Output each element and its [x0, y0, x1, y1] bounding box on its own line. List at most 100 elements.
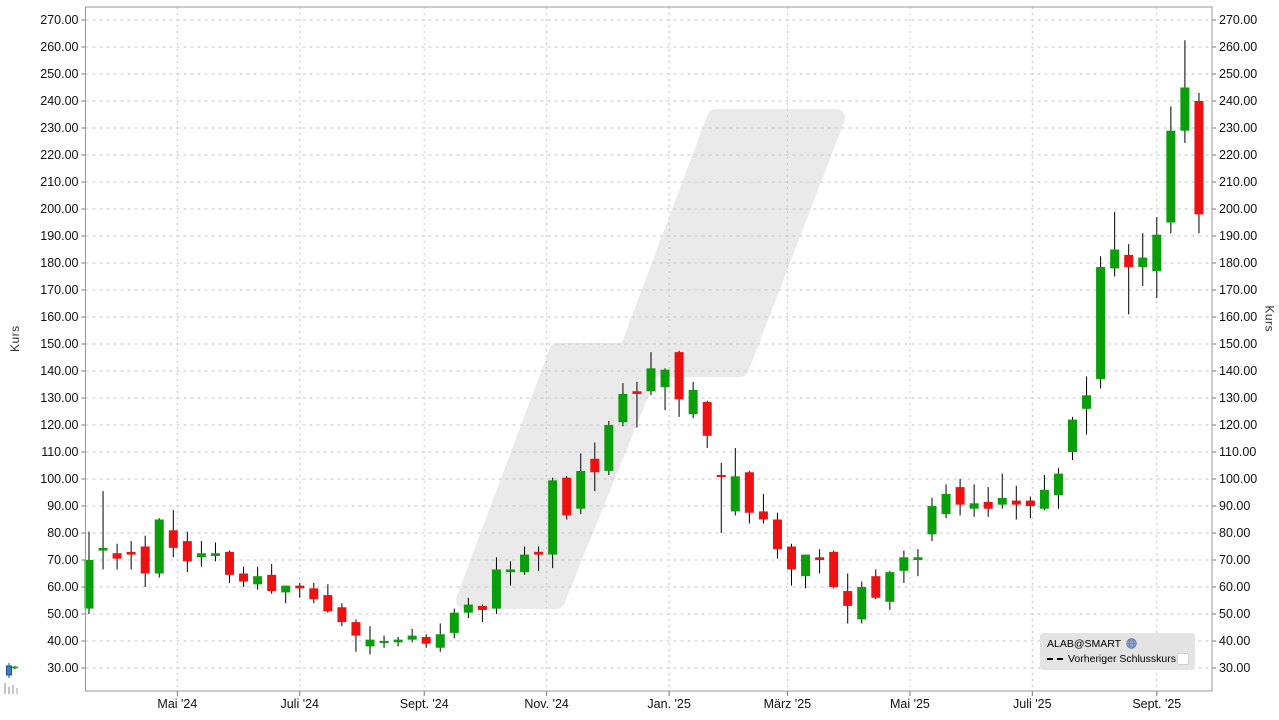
candle-down	[702, 402, 712, 436]
y-axis-label-right: 110.00	[1219, 445, 1256, 459]
candle-down	[239, 573, 249, 582]
y-axis-label-right: 140.00	[1219, 364, 1257, 378]
y-axis-label-right: 130.00	[1219, 391, 1257, 405]
y-axis-label-left: 270.00	[40, 13, 78, 27]
candle-up	[281, 585, 291, 593]
y-axis-label-left: 170.00	[40, 283, 78, 297]
candle-down	[421, 636, 431, 644]
y-axis-label-right: 190.00	[1219, 229, 1257, 243]
candle-up	[98, 547, 108, 551]
y-axis-label-left: 130.00	[40, 391, 78, 405]
candle-up	[506, 569, 515, 573]
candle-down	[477, 605, 487, 610]
y-axis-label-right: 250.00	[1219, 67, 1257, 81]
x-axis-label: Nov. '24	[524, 697, 569, 711]
y-axis-label-right: 40.00	[1219, 634, 1250, 648]
chart-legend: ALAB@SMART Vorheriger Schlusskurs	[1040, 633, 1195, 670]
y-axis-label-left: 100.00	[40, 472, 78, 486]
candle-down	[323, 595, 333, 612]
candle-up	[899, 557, 909, 571]
candle-up	[1039, 489, 1049, 509]
candle-up	[927, 506, 937, 535]
candle-down	[716, 474, 726, 477]
candle-down	[126, 551, 136, 555]
candle-down	[871, 576, 881, 598]
y-axis-label-right: 120.00	[1219, 418, 1257, 432]
candlestick-tool-icon[interactable]	[3, 663, 19, 678]
x-axis-label: Sept. '25	[1132, 697, 1181, 711]
x-axis-label: Juli '25	[1013, 697, 1052, 711]
y-axis-label-right: 160.00	[1219, 310, 1257, 324]
candle-down	[267, 574, 277, 592]
y-axis-label-left: 70.00	[47, 553, 78, 567]
plot-border	[85, 6, 1213, 692]
x-axis-label: Mai '24	[157, 697, 197, 711]
candle-down	[815, 557, 825, 560]
candle-up	[618, 393, 628, 423]
candle-up	[1053, 473, 1063, 496]
y-axis-label-right: 60.00	[1219, 580, 1250, 594]
candle-up	[407, 635, 417, 640]
candle-up	[253, 576, 263, 585]
legend-instrument-label: ALAB@SMART	[1047, 637, 1122, 650]
y-axis-label-right: 230.00	[1219, 121, 1257, 135]
candle-up	[1152, 234, 1162, 272]
candle-down	[112, 553, 122, 559]
candle-down	[309, 588, 319, 600]
candle-down	[337, 607, 347, 623]
candle-up	[1096, 267, 1106, 380]
x-axis-label: März '25	[764, 697, 812, 711]
y-axis-label-left: 220.00	[40, 148, 78, 162]
candle-up	[1138, 257, 1148, 268]
y-axis-label-left: 250.00	[40, 67, 78, 81]
candle-down	[1194, 101, 1204, 215]
y-axis-label-right: 240.00	[1219, 94, 1257, 108]
y-axis-label-right: 180.00	[1219, 256, 1257, 270]
y-axis-label-left: 210.00	[40, 175, 78, 189]
candle-up	[463, 604, 473, 613]
candle-up	[491, 569, 501, 609]
y-axis-label-right: 30.00	[1219, 661, 1250, 675]
candle-down	[1011, 500, 1021, 505]
y-axis-title-right: Kurs	[1263, 305, 1277, 332]
y-axis-label-left: 140.00	[40, 364, 78, 378]
candle-up	[84, 560, 94, 609]
candle-up	[801, 554, 811, 577]
candle-up	[1082, 395, 1092, 409]
candle-up	[449, 612, 459, 633]
y-axis-label-right: 220.00	[1219, 148, 1257, 162]
candle-up	[154, 519, 164, 574]
y-axis-label-left: 230.00	[40, 121, 78, 135]
candle-down	[225, 551, 234, 575]
candle-up	[913, 557, 923, 560]
y-axis-label-right: 260.00	[1219, 40, 1257, 54]
previous-close-line-sample	[1047, 657, 1063, 660]
x-axis-label: Jan. '25	[647, 697, 690, 711]
y-axis-label-left: 80.00	[47, 526, 78, 540]
volume-bars-tool-icon[interactable]	[3, 681, 23, 694]
candle-down	[534, 551, 544, 555]
candle-down	[351, 622, 361, 636]
candle-up	[604, 425, 614, 471]
y-axis-label-right: 70.00	[1219, 553, 1250, 567]
candle-down	[983, 501, 993, 509]
y-axis-label-right: 100.00	[1219, 472, 1257, 486]
candle-down	[632, 391, 642, 394]
candle-up	[969, 503, 979, 509]
candle-up	[997, 497, 1007, 505]
y-axis-label-left: 110.00	[41, 445, 78, 459]
candle-up	[885, 572, 895, 602]
candle-up	[196, 553, 206, 558]
candle-down	[168, 530, 178, 548]
candle-down	[955, 487, 965, 505]
candle-up	[646, 368, 656, 392]
legend-toggle-checkbox[interactable]	[1177, 652, 1189, 665]
y-axis-label-right: 90.00	[1219, 499, 1250, 513]
candle-up	[660, 369, 670, 388]
candle-up	[1180, 87, 1190, 131]
legend-previous-close-label: Vorheriger Schlusskurs	[1068, 652, 1176, 665]
y-axis-label-left: 40.00	[47, 634, 78, 648]
y-axis-label-left: 60.00	[47, 580, 78, 594]
candle-up	[393, 639, 403, 643]
